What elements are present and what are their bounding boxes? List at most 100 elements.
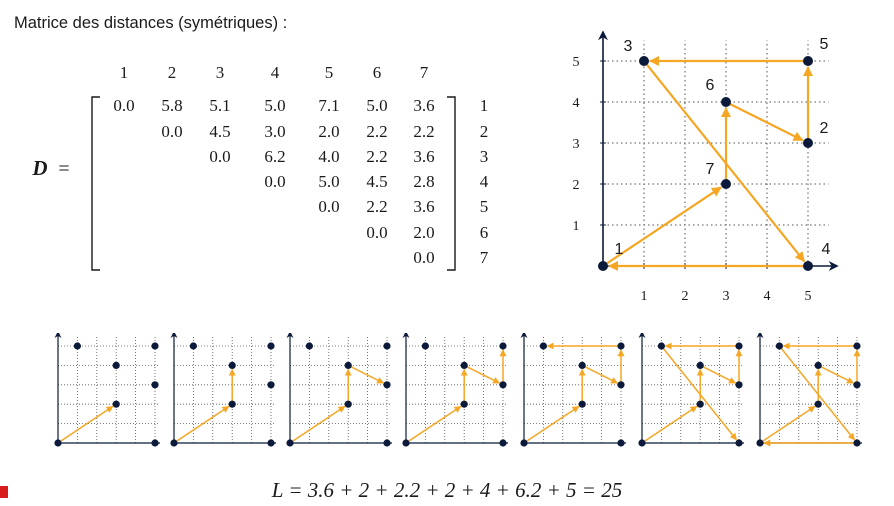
main-node-label-5: 5 bbox=[820, 36, 829, 53]
step2-node-1 bbox=[170, 439, 178, 447]
step2-edge-1-7 bbox=[175, 405, 230, 443]
matrix-cell-5-7: 3.6 bbox=[413, 197, 434, 216]
step2-node-6 bbox=[228, 361, 236, 369]
step1-node-3 bbox=[73, 342, 81, 350]
tour-step-5 bbox=[520, 333, 626, 447]
matrix-cell-3-6: 2.2 bbox=[366, 147, 387, 166]
main-y-tick-2: 2 bbox=[573, 178, 580, 193]
step6-node-3 bbox=[657, 342, 665, 350]
tour-length-formula: L = 3.6 + 2 + 2.2 + 2 + 4 + 6.2 + 5 = 25 bbox=[271, 478, 623, 502]
step7-node-2 bbox=[853, 381, 861, 389]
step5-node-4 bbox=[617, 439, 625, 447]
row-label-5: 5 bbox=[480, 197, 489, 216]
step4-node-2 bbox=[499, 381, 507, 389]
main-node-3 bbox=[639, 56, 649, 66]
step5-node-5 bbox=[617, 342, 625, 350]
step7-node-6 bbox=[814, 361, 822, 369]
distance-matrix: 1 2 3 4 5 6 7 0.0 5.8 5.1 5.0 7.1 5.0 3.6 0.0 4.5 3.0 2.0… bbox=[31, 63, 489, 271]
step2-node-5 bbox=[267, 342, 275, 350]
matrix-cell-2-2: 0.0 bbox=[161, 122, 182, 141]
col-label-6: 6 bbox=[373, 63, 382, 82]
main-node-label-4: 4 bbox=[822, 241, 831, 258]
main-edge-3-4 bbox=[645, 63, 806, 263]
step7-node-5 bbox=[853, 342, 861, 350]
matrix-left-bracket bbox=[91, 96, 100, 271]
main-node-label-1: 1 bbox=[615, 241, 624, 258]
step5-edge-1-7 bbox=[525, 405, 580, 443]
step7-node-1 bbox=[756, 439, 764, 447]
step3-node-7 bbox=[344, 400, 352, 408]
step7-node-7 bbox=[814, 400, 822, 408]
step5-node-6 bbox=[578, 361, 586, 369]
matrix-cell-6-6: 0.0 bbox=[366, 223, 387, 242]
step5-node-3 bbox=[539, 342, 547, 350]
tour-step-3 bbox=[286, 333, 392, 447]
step5-node-2 bbox=[617, 381, 625, 389]
step4-edge-1-7 bbox=[407, 405, 462, 443]
matrix-cell-4-5: 5.0 bbox=[318, 172, 339, 191]
matrix-cell-2-5: 2.0 bbox=[318, 122, 339, 141]
main-x-tick-2: 2 bbox=[682, 289, 689, 304]
main-node-7 bbox=[721, 179, 731, 189]
step3-node-3 bbox=[305, 342, 313, 350]
main-y-tick-5: 5 bbox=[573, 55, 580, 70]
main-x-tick-3: 3 bbox=[723, 289, 730, 304]
step6-node-5 bbox=[735, 342, 743, 350]
step4-node-6 bbox=[460, 361, 468, 369]
matrix-cell-3-7: 3.6 bbox=[413, 147, 434, 166]
step4-node-7 bbox=[460, 400, 468, 408]
step3-node-1 bbox=[286, 439, 294, 447]
step6-node-4 bbox=[735, 439, 743, 447]
step7-edge-6-2 bbox=[820, 365, 855, 384]
step4-node-4 bbox=[499, 439, 507, 447]
col-label-5: 5 bbox=[325, 63, 334, 82]
step2-node-4 bbox=[267, 439, 275, 447]
matrix-cell-5-5: 0.0 bbox=[318, 197, 339, 216]
main-node-label-7: 7 bbox=[706, 161, 715, 178]
col-label-2: 2 bbox=[168, 63, 177, 82]
step3-node-4 bbox=[383, 439, 391, 447]
matrix-cell-1-6: 5.0 bbox=[366, 96, 387, 115]
matrix-cell-2-7: 2.2 bbox=[413, 122, 434, 141]
main-node-label-3: 3 bbox=[624, 38, 633, 55]
step4-node-1 bbox=[402, 439, 410, 447]
main-x-tick-4: 4 bbox=[764, 289, 771, 304]
matrix-right-bracket bbox=[447, 96, 456, 271]
main-node-2 bbox=[803, 138, 813, 148]
corner-mark bbox=[0, 486, 8, 498]
main-edge-1-7 bbox=[605, 186, 722, 265]
tour-step-1 bbox=[54, 333, 160, 447]
main-edge-6-2 bbox=[728, 102, 804, 142]
matrix-equals: = bbox=[58, 158, 69, 180]
matrix-cell-2-6: 2.2 bbox=[366, 122, 387, 141]
main-y-tick-1: 1 bbox=[573, 219, 580, 234]
main-node-label-6: 6 bbox=[706, 77, 715, 94]
step7-edge-3-4 bbox=[780, 347, 856, 441]
main-node-4 bbox=[803, 261, 813, 271]
step6-edge-6-2 bbox=[702, 365, 737, 384]
tour-step-7 bbox=[756, 333, 862, 447]
matrix-cell-2-3: 4.5 bbox=[209, 122, 230, 141]
step3-edge-6-2 bbox=[350, 365, 385, 384]
row-label-6: 6 bbox=[480, 223, 489, 242]
tour-step-2 bbox=[170, 333, 276, 447]
step6-node-2 bbox=[735, 381, 743, 389]
matrix-cell-3-3: 0.0 bbox=[209, 147, 230, 166]
row-label-2: 2 bbox=[480, 122, 489, 141]
step5-edge-6-2 bbox=[584, 365, 619, 384]
col-label-7: 7 bbox=[420, 63, 429, 82]
row-label-3: 3 bbox=[480, 147, 489, 166]
matrix-symbol: D bbox=[31, 156, 47, 180]
main-x-tick-1: 1 bbox=[641, 289, 648, 304]
step1-node-6 bbox=[112, 361, 120, 369]
main-y-tick-3: 3 bbox=[573, 137, 580, 152]
col-label-1: 1 bbox=[120, 63, 129, 82]
step2-node-2 bbox=[267, 381, 275, 389]
step7-node-4 bbox=[853, 439, 861, 447]
step3-edge-1-7 bbox=[291, 405, 346, 443]
main-node-5 bbox=[803, 56, 813, 66]
row-label-1: 1 bbox=[480, 96, 489, 115]
matrix-cell-1-1: 0.0 bbox=[113, 96, 134, 115]
step1-node-7 bbox=[112, 400, 120, 408]
matrix-cell-1-7: 3.6 bbox=[413, 96, 434, 115]
